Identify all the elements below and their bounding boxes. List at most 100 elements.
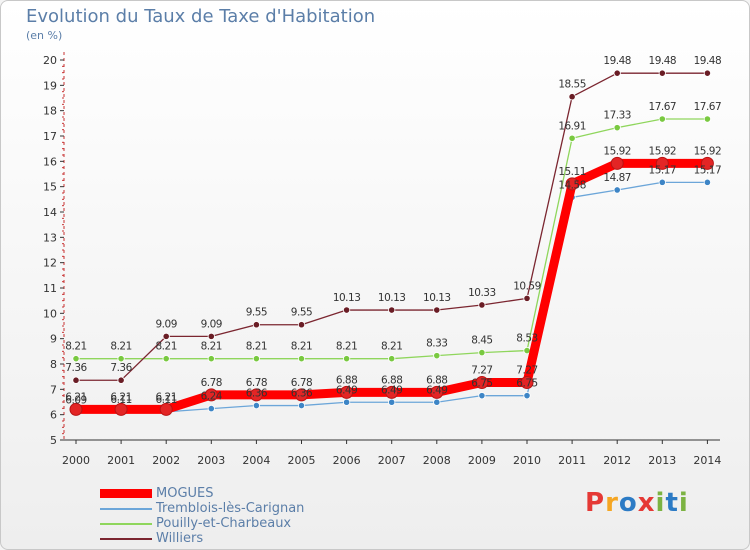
data-label-tremblois-l-s-carignan: 15.17	[649, 164, 677, 176]
chart-title: Evolution du Taux de Taxe d'Habitation	[26, 6, 376, 27]
data-label-tremblois-l-s-carignan: 6.49	[336, 384, 357, 396]
data-label-tremblois-l-s-carignan: 6.09	[65, 394, 86, 406]
legend-swatch-williers	[100, 537, 152, 540]
data-point-mogues	[204, 388, 218, 402]
legend-item-pouilly: Pouilly-et-Charbeaux	[100, 516, 304, 531]
x-tick-label: 2008	[423, 454, 451, 467]
y-tick-label: 17	[43, 130, 57, 143]
data-label-pouilly-et-charbeaux: 8.21	[246, 341, 267, 353]
data-point-tremblois-l-s-carignan	[703, 178, 712, 186]
data-label-williers: 10.59	[513, 280, 541, 292]
data-point-pouilly-et-charbeaux	[117, 355, 125, 363]
data-label-pouilly-et-charbeaux: 8.21	[110, 341, 131, 353]
data-label-mogues: 6.78	[291, 377, 312, 389]
y-tick-label: 5	[50, 434, 57, 447]
data-label-pouilly-et-charbeaux: 17.67	[649, 101, 677, 113]
legend-swatch-tremblois	[100, 507, 152, 510]
data-label-tremblois-l-s-carignan: 14.87	[603, 172, 631, 184]
data-label-pouilly-et-charbeaux: 8.53	[516, 333, 537, 345]
data-point-williers	[568, 93, 576, 101]
data-point-mogues	[610, 156, 624, 170]
data-point-mogues	[565, 177, 579, 191]
data-point-tremblois-l-s-carignan	[478, 392, 486, 400]
data-label-mogues: 6.78	[246, 377, 267, 389]
chart-subtitle: (en %)	[26, 29, 63, 42]
data-label-mogues: 15.92	[694, 145, 722, 157]
x-tick-label: 2003	[197, 454, 225, 467]
data-labels-layer: 6.21 6.21 6.21 6.78 6.78 6.78 6.88 6.88 6.88 7.27…	[65, 55, 721, 406]
axes: 5 6 7 8 9 10 11 12 13 14 15 16 17 18 19 20 2000 2001 2002 2…	[43, 52, 721, 467]
data-label-williers: 9.09	[201, 318, 222, 330]
data-point-williers	[117, 376, 125, 384]
logo-letter: o	[618, 488, 638, 518]
data-point-pouilly-et-charbeaux	[703, 115, 712, 123]
legend-item-tremblois: Tremblois-lès-Carignan	[100, 501, 304, 516]
data-label-mogues: 15.92	[603, 145, 631, 157]
data-label-pouilly-et-charbeaux: 8.33	[426, 338, 447, 350]
data-point-pouilly-et-charbeaux	[613, 124, 621, 132]
x-tick-label: 2014	[693, 454, 721, 467]
y-tick-label: 7	[50, 383, 57, 396]
data-point-williers	[658, 69, 666, 77]
data-label-mogues: 6.21	[110, 391, 131, 403]
data-point-mogues	[249, 388, 263, 402]
data-point-pouilly-et-charbeaux	[433, 352, 441, 360]
data-point-williers	[388, 306, 396, 314]
data-label-tremblois-l-s-carignan: 14.58	[558, 179, 586, 191]
data-label-tremblois-l-s-carignan: 6.36	[246, 388, 268, 400]
data-label-tremblois-l-s-carignan: 6.49	[426, 384, 447, 396]
logo-letter: P	[585, 488, 606, 518]
x-tick-label: 2006	[333, 454, 361, 467]
data-point-williers	[523, 294, 531, 302]
x-tick-label: 2009	[468, 454, 496, 467]
data-label-williers: 9.55	[291, 307, 312, 319]
legend-label-mogues: MOGUES	[156, 486, 214, 501]
y-tick-label: 10	[43, 307, 57, 320]
data-point-mogues	[69, 402, 83, 416]
data-point-mogues	[385, 385, 399, 399]
y-tick-label: 8	[50, 358, 57, 371]
data-label-pouilly-et-charbeaux: 16.91	[558, 120, 586, 132]
data-label-williers: 7.36	[110, 362, 132, 374]
y-tick-label: 18	[43, 105, 57, 118]
data-point-pouilly-et-charbeaux	[388, 355, 396, 363]
x-tick-label: 2010	[513, 454, 541, 467]
data-point-williers	[433, 306, 441, 314]
data-point-pouilly-et-charbeaux	[162, 355, 170, 363]
x-tick-label: 2013	[648, 454, 676, 467]
data-point-mogues	[340, 385, 354, 399]
proxiti-logo: Proxiti	[585, 488, 689, 518]
data-label-pouilly-et-charbeaux: 8.21	[156, 341, 177, 353]
data-point-mogues	[295, 388, 308, 402]
x-tick-label: 2007	[378, 454, 406, 467]
x-tick-label: 2002	[152, 454, 180, 467]
data-label-williers: 19.48	[603, 55, 631, 67]
data-label-mogues: 6.21	[65, 391, 86, 403]
data-label-pouilly-et-charbeaux: 8.21	[291, 341, 312, 353]
legend: MOGUES Tremblois-lès-Carignan Pouilly-et…	[100, 486, 304, 546]
data-label-williers: 10.13	[378, 292, 406, 304]
y-tick-label: 12	[43, 257, 57, 270]
series-line-mogues	[76, 158, 708, 414]
legend-label-williers: Williers	[156, 531, 204, 546]
data-label-tremblois-l-s-carignan: 6.11	[156, 394, 177, 406]
data-point-mogues	[430, 385, 444, 399]
data-label-mogues: 6.88	[381, 374, 402, 386]
logo-letter: r	[605, 488, 619, 518]
data-point-tremblois-l-s-carignan	[207, 404, 215, 413]
data-label-williers: 18.55	[558, 79, 586, 91]
data-point-williers	[613, 69, 621, 77]
data-label-pouilly-et-charbeaux: 8.21	[201, 341, 222, 353]
x-tick-label: 2005	[288, 454, 316, 467]
data-label-mogues: 6.88	[336, 374, 357, 386]
data-label-williers: 7.36	[65, 362, 87, 374]
data-point-williers	[703, 69, 712, 77]
data-label-williers: 9.09	[156, 318, 177, 330]
data-point-tremblois-l-s-carignan	[613, 186, 621, 194]
logo-letter: i	[655, 488, 666, 518]
data-point-tremblois-l-s-carignan	[342, 398, 351, 406]
series-layer	[69, 69, 714, 416]
data-point-pouilly-et-charbeaux	[72, 355, 80, 363]
data-label-tremblois-l-s-carignan: 6.24	[201, 391, 223, 403]
